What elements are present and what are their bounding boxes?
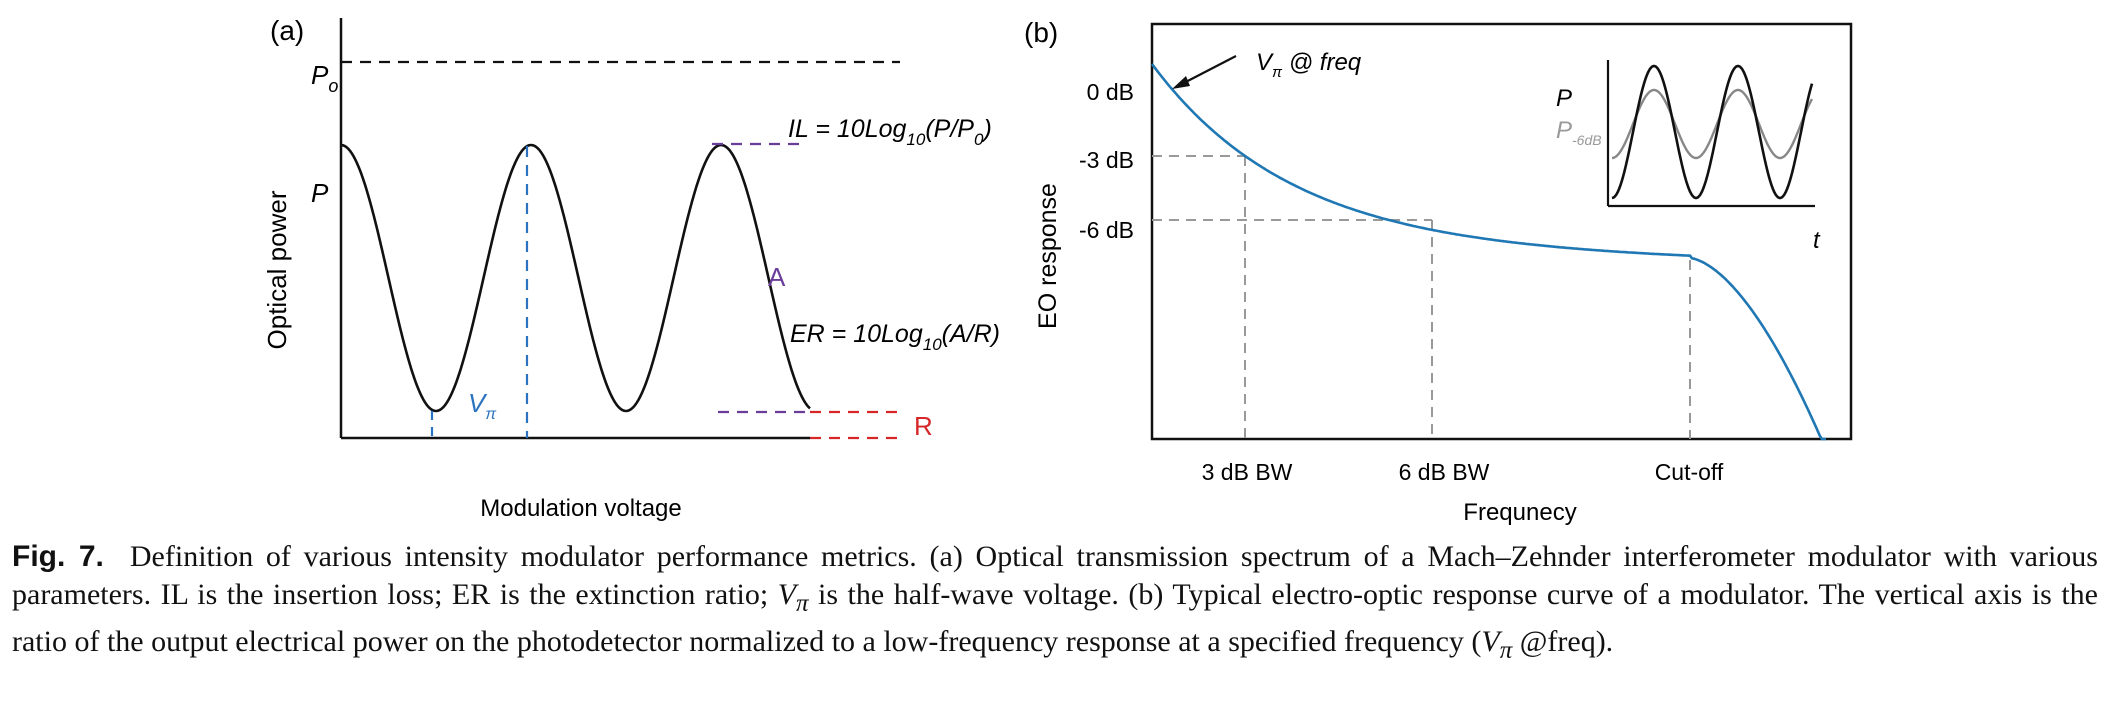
inset-full-wave [1611,64,1814,200]
panel-b-ylabel: EO response [1034,183,1062,329]
p-label: P [311,178,329,208]
vpi-arrow-head [1172,76,1190,89]
inset-plot: P P-6dB t [1556,60,1821,254]
panel-b-xlabel: Frequnecy [1463,499,1576,526]
vpi-freq-note: Vπ @ freq [1256,49,1362,81]
inset-minus6db-wave [1611,88,1814,160]
xtick-cutoff: Cut-off [1655,459,1724,485]
ytick-minus3db: -3 dB [1079,147,1134,173]
figure-number: Fig. 7. [12,540,104,573]
ytick-0db: 0 dB [1087,79,1134,105]
inset-t-label: t [1813,227,1821,254]
xtick-6db-bw: 6 dB BW [1399,459,1490,485]
panel-a-label: (a) [270,15,304,46]
a-label: A [768,262,786,292]
panel-b-label: (b) [1024,17,1058,48]
panel-b-frame [1150,22,1853,441]
transmission-curve [340,143,811,413]
xtick-3db-bw: 3 dB BW [1202,459,1293,485]
panel-a: (a) Po P IL = 10Log10(P/P0) A ER = 10Log… [262,15,1000,522]
caption-text-3: @freq). [1512,625,1614,658]
caption-vpi-1: Vπ [777,578,809,617]
vpi-label: Vπ [468,388,496,423]
er-formula: ER = 10Log10(A/R) [790,320,1000,354]
figure-caption: Fig. 7. Definition of various intensity m… [12,538,2098,670]
inset-p6-label: P-6dB [1556,117,1602,148]
panel-a-ylabel: Optical power [262,190,292,349]
eo-response-curve [1150,63,1826,441]
panel-b: (b) Vπ @ freq 0 dB -3 dB -6 dB 3 dB BW 6… [1024,17,1853,526]
caption-text-1: Definition of various intensity modulato… [12,540,2098,611]
inset-p-label: P [1556,85,1572,112]
caption-text-2: is the half-wave voltage. (b) Typical el… [12,578,2098,658]
figure-7: (a) Po P IL = 10Log10(P/P0) A ER = 10Log… [262,15,1853,526]
r-label: R [914,411,933,441]
ytick-minus6db: -6 dB [1079,217,1134,243]
caption-vpi-2: Vπ [1481,625,1513,664]
panel-a-xlabel: Modulation voltage [480,495,681,522]
p0-label: Po [311,60,338,96]
il-formula: IL = 10Log10(P/P0) [788,115,992,149]
